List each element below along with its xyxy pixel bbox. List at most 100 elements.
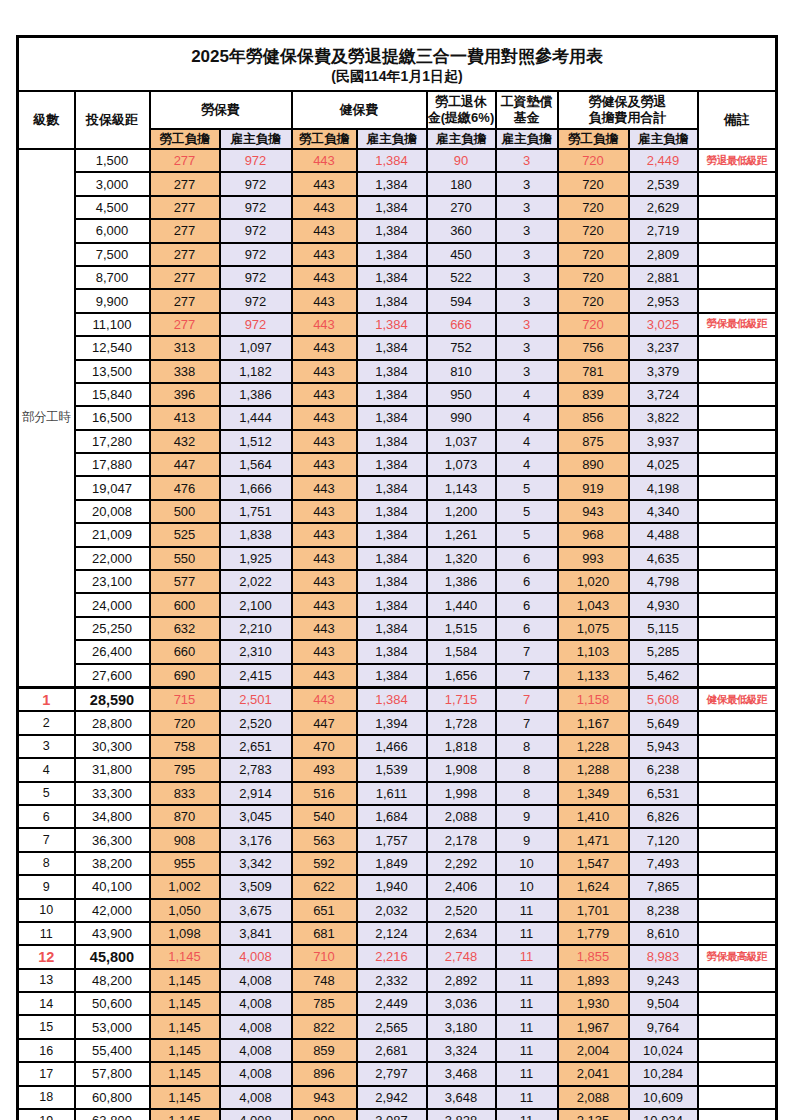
cell-total-employer: 3,724 bbox=[629, 383, 698, 406]
cell-health-employee: 443 bbox=[292, 570, 357, 593]
cell-labor-employer: 1,182 bbox=[220, 360, 292, 383]
cell-bracket: 21,009 bbox=[75, 523, 150, 546]
cell-total-employee: 1,471 bbox=[558, 828, 629, 851]
cell-total-employer: 3,937 bbox=[629, 430, 698, 453]
cell-labor-employer: 3,176 bbox=[220, 828, 292, 851]
cell-bracket: 19,047 bbox=[75, 476, 150, 499]
cell-fund-employer: 11 bbox=[496, 1086, 558, 1109]
cell-total-employer: 8,610 bbox=[629, 922, 698, 945]
cell-bracket: 3,000 bbox=[75, 172, 150, 195]
cell-labor-employer: 2,783 bbox=[220, 758, 292, 781]
page-subtitle: (民國114年1月1日起) bbox=[19, 69, 775, 84]
cell-level: 16 bbox=[18, 1039, 75, 1062]
cell-bracket: 38,200 bbox=[75, 852, 150, 875]
cell-labor-employee: 476 bbox=[150, 476, 220, 499]
cell-fund-employer: 9 bbox=[496, 805, 558, 828]
cell-fund-employer: 5 bbox=[496, 523, 558, 546]
cell-pension-employer: 1,728 bbox=[427, 711, 496, 734]
table-row: 1450,6001,1454,0087852,4493,036111,9309,… bbox=[18, 992, 777, 1015]
cell-labor-employee: 577 bbox=[150, 570, 220, 593]
cell-fund-employer: 10 bbox=[496, 852, 558, 875]
subheader-health-employee: 勞工負擔 bbox=[292, 129, 357, 149]
table-row: 940,1001,0023,5096221,9402,406101,6247,8… bbox=[18, 875, 777, 898]
table-row: 1757,8001,1454,0088962,7973,468112,04110… bbox=[18, 1062, 777, 1085]
cell-remark bbox=[698, 547, 777, 570]
cell-total-employee: 1,967 bbox=[558, 1015, 629, 1038]
table-row: 部分工時1,5002779724431,3849037202,449勞退最低級距 bbox=[18, 149, 777, 172]
cell-labor-employer: 1,444 bbox=[220, 406, 292, 429]
table-row: 20,0085001,7514431,3841,20059434,340 bbox=[18, 500, 777, 523]
cell-pension-employer: 1,515 bbox=[427, 617, 496, 640]
cell-total-employer: 5,462 bbox=[629, 664, 698, 688]
cell-labor-employee: 1,145 bbox=[150, 1062, 220, 1085]
col-header-pension-line1: 勞工退休 bbox=[428, 94, 495, 110]
cell-labor-employee: 690 bbox=[150, 664, 220, 688]
cell-remark bbox=[698, 617, 777, 640]
cell-labor-employee: 955 bbox=[150, 852, 220, 875]
cell-labor-employer: 4,008 bbox=[220, 1015, 292, 1038]
cell-bracket: 4,500 bbox=[75, 196, 150, 219]
cell-labor-employer: 4,008 bbox=[220, 1109, 292, 1120]
cell-pension-employer: 2,292 bbox=[427, 852, 496, 875]
cell-total-employee: 720 bbox=[558, 172, 629, 195]
cell-health-employee: 710 bbox=[292, 945, 357, 968]
cell-fund-employer: 3 bbox=[496, 266, 558, 289]
cell-remark: 勞退最低級距 bbox=[698, 149, 777, 172]
cell-remark bbox=[698, 852, 777, 875]
subheader-labor-employer: 雇主負擔 bbox=[220, 129, 292, 149]
cell-labor-employer: 2,310 bbox=[220, 640, 292, 663]
cell-labor-employee: 277 bbox=[150, 149, 220, 172]
cell-fund-employer: 8 bbox=[496, 735, 558, 758]
cell-total-employee: 1,930 bbox=[558, 992, 629, 1015]
cell-health-employee: 443 bbox=[292, 664, 357, 688]
cell-labor-employee: 277 bbox=[150, 313, 220, 336]
cell-bracket: 45,800 bbox=[75, 945, 150, 968]
cell-health-employee: 443 bbox=[292, 406, 357, 429]
cell-total-employer: 3,025 bbox=[629, 313, 698, 336]
cell-total-employer: 4,930 bbox=[629, 593, 698, 616]
cell-remark bbox=[698, 172, 777, 195]
cell-total-employer: 8,983 bbox=[629, 945, 698, 968]
cell-health-employer: 1,384 bbox=[357, 640, 427, 663]
subheader-pension-employer: 雇主負擔 bbox=[427, 129, 496, 149]
cell-pension-employer: 3,828 bbox=[427, 1109, 496, 1120]
table-row: 4,5002779724431,38427037202,629 bbox=[18, 196, 777, 219]
col-header-total-line1: 勞健保及勞退 bbox=[559, 94, 697, 110]
cell-total-employer: 10,609 bbox=[629, 1086, 698, 1109]
col-header-pension: 勞工退休 金(提繳6%) bbox=[427, 91, 496, 129]
cell-total-employer: 4,198 bbox=[629, 476, 698, 499]
cell-labor-employer: 2,415 bbox=[220, 664, 292, 688]
cell-labor-employer: 2,501 bbox=[220, 687, 292, 711]
cell-bracket: 9,900 bbox=[75, 289, 150, 312]
table-row: 533,3008332,9145161,6111,99881,3496,531 bbox=[18, 782, 777, 805]
cell-total-employer: 4,488 bbox=[629, 523, 698, 546]
cell-fund-employer: 11 bbox=[496, 945, 558, 968]
cell-labor-employee: 1,145 bbox=[150, 1109, 220, 1120]
cell-labor-employee: 1,145 bbox=[150, 1015, 220, 1038]
cell-labor-employee: 396 bbox=[150, 383, 220, 406]
cell-bracket: 57,800 bbox=[75, 1062, 150, 1085]
cell-labor-employee: 338 bbox=[150, 360, 220, 383]
cell-labor-employee: 447 bbox=[150, 453, 220, 476]
cell-total-employee: 1,043 bbox=[558, 593, 629, 616]
cell-pension-employer: 1,818 bbox=[427, 735, 496, 758]
cell-labor-employer: 2,651 bbox=[220, 735, 292, 758]
cell-bracket: 31,800 bbox=[75, 758, 150, 781]
cell-level: 10 bbox=[18, 899, 75, 922]
cell-health-employee: 443 bbox=[292, 266, 357, 289]
cell-labor-employer: 972 bbox=[220, 196, 292, 219]
premium-reference-table: 2025年勞健保保費及勞退提繳三合一費用對照參考用表 (民國114年1月1日起)… bbox=[16, 35, 778, 1120]
table-row: 7,5002779724431,38445037202,809 bbox=[18, 243, 777, 266]
cell-labor-employee: 277 bbox=[150, 266, 220, 289]
cell-health-employer: 2,124 bbox=[357, 922, 427, 945]
table-row: 1963,8001,1454,0089903,0873,828112,13510… bbox=[18, 1109, 777, 1120]
cell-labor-employer: 972 bbox=[220, 172, 292, 195]
cell-remark bbox=[698, 735, 777, 758]
cell-total-employee: 1,624 bbox=[558, 875, 629, 898]
cell-bracket: 43,900 bbox=[75, 922, 150, 945]
cell-labor-employee: 795 bbox=[150, 758, 220, 781]
cell-health-employer: 1,394 bbox=[357, 711, 427, 734]
cell-bracket: 7,500 bbox=[75, 243, 150, 266]
cell-total-employer: 7,493 bbox=[629, 852, 698, 875]
cell-remark bbox=[698, 828, 777, 851]
